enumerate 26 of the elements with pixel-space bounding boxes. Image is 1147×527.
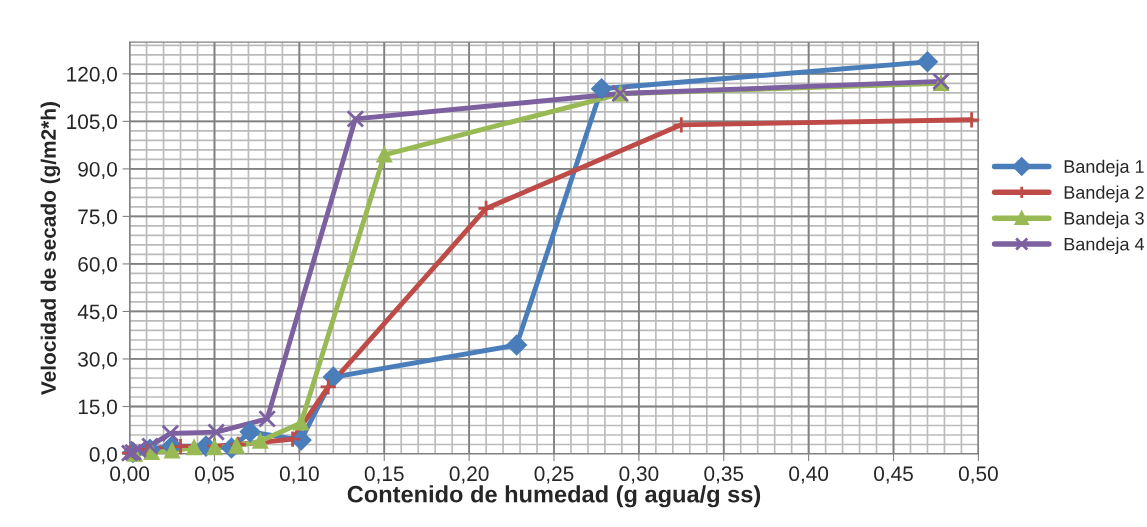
legend-label: Bandeja 4	[1064, 237, 1145, 255]
x-tick-label: 0,10	[279, 466, 319, 484]
x-tick-label: 0,35	[704, 466, 744, 484]
y-tick-label: 45,0	[77, 304, 117, 322]
y-tick-label: 75,0	[78, 209, 117, 227]
y-tick-label: 60,0	[78, 256, 117, 275]
x-tick-label: 0,45	[874, 466, 913, 484]
x-tick-label: 0,15	[364, 466, 404, 484]
legend-label: Bandeja 1	[1064, 159, 1144, 177]
y-tick-label: 15,0	[78, 399, 117, 417]
x-tick-label: 0,00	[110, 466, 150, 484]
x-tick-label: 0,20	[449, 466, 489, 484]
y-tick-label: 120,0	[67, 66, 117, 85]
y-tick-label: 90,0	[78, 161, 117, 180]
x-axis-title: Contenido de humedad (g agua/g ss)	[347, 485, 761, 508]
x-tick-label: 0,25	[534, 466, 574, 484]
y-tick-label: 105,0	[67, 114, 117, 132]
legend-label: Bandeja 3	[1064, 211, 1144, 229]
y-tick-label: 30,0	[78, 351, 117, 370]
x-tick-label: 0,50	[958, 466, 998, 484]
y-tick-label: 0,0	[89, 447, 117, 465]
legend-label: Bandeja 2	[1064, 185, 1144, 203]
x-tick-label: 0,40	[789, 466, 829, 484]
y-axis-title: Velocidad de secado (g/m2*h)	[40, 102, 61, 395]
x-tick-label: 0,30	[619, 466, 659, 484]
x-tick-label: 0,05	[195, 466, 234, 484]
